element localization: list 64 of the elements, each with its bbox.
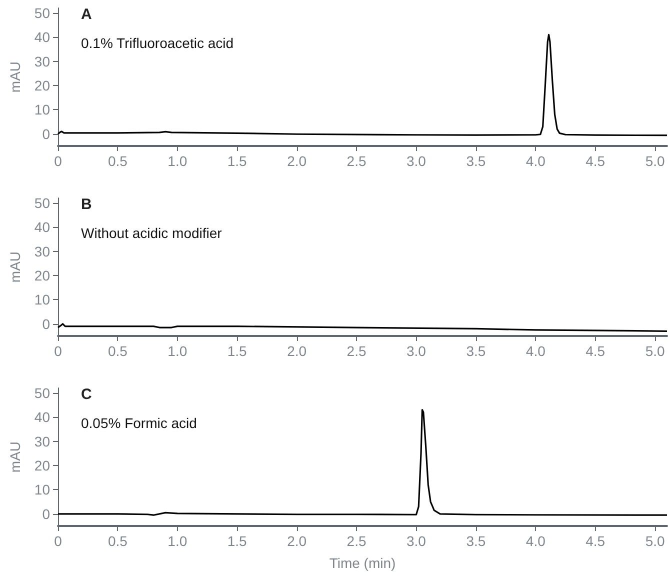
x-tick-label: 5.0 [645, 533, 665, 549]
y-tick-label: 10 [34, 482, 50, 498]
x-tick-label: 3.0 [406, 343, 426, 359]
x-tick-label: 4.0 [526, 533, 546, 549]
x-tick-label: 2.0 [287, 153, 307, 169]
y-tick-label: 30 [34, 53, 50, 70]
line-series [57, 408, 668, 516]
y-tick-label: 20 [34, 77, 50, 94]
y-tick-label: 40 [34, 219, 50, 236]
text: 0.1% Trifluoroacetic acid [81, 35, 234, 51]
y-tick-label: 40 [34, 29, 50, 46]
y-tick-label: 10 [34, 292, 50, 308]
x-tick-label: 3.5 [466, 153, 486, 169]
chart-title: C [81, 386, 92, 403]
x-tick-label: 1.5 [227, 533, 248, 549]
line-series [57, 34, 668, 136]
x-tick-label: 0.5 [108, 153, 128, 169]
x-tick-label: 0 [54, 153, 62, 169]
x-tick-label: 2.5 [346, 533, 366, 549]
y-tick-label: 0 [42, 126, 50, 142]
y-tick-label: 0 [42, 316, 50, 332]
y-axis-title: mAU [7, 61, 23, 93]
x-tick-label: 5.0 [645, 153, 665, 169]
x-tick-label: 2.0 [287, 343, 307, 359]
y-tick-label: 30 [34, 433, 50, 450]
y-tick-label: 20 [34, 457, 50, 474]
x-tick-label: 5.0 [645, 343, 665, 359]
x-tick-label: 2.5 [346, 343, 366, 359]
x-tick-label: 4.5 [586, 533, 606, 549]
x-axis-title: Time (min) [329, 555, 396, 571]
x-tick-label: 0 [54, 533, 62, 549]
x-tick-label: 1.0 [168, 343, 188, 359]
x-tick-label: 1.0 [168, 153, 188, 169]
y-tick-label: 50 [34, 384, 50, 401]
line-series [57, 323, 668, 332]
y-tick-label: 50 [34, 4, 50, 21]
y-tick-label: 0 [42, 506, 50, 522]
y-axis-title: mAU [7, 441, 23, 473]
y-axis-title: mAU [7, 251, 23, 283]
x-tick-label: 0.5 [108, 343, 128, 359]
x-tick-label: 3.5 [466, 533, 486, 549]
chart-title: A [81, 6, 92, 23]
x-tick-label: 4.0 [526, 153, 546, 169]
x-tick-label: 3.0 [406, 153, 426, 169]
chart-title: B [81, 196, 92, 213]
y-tick-label: 30 [34, 243, 50, 260]
text: 0.05% Formic acid [81, 415, 197, 431]
x-tick-label: 3.5 [466, 343, 486, 359]
x-tick-label: 1.5 [227, 343, 248, 359]
x-tick-label: 2.5 [346, 153, 366, 169]
x-tick-label: 3.0 [406, 533, 426, 549]
text: Without acidic modifier [81, 225, 222, 241]
y-tick-label: 20 [34, 267, 50, 284]
y-tick-label: 10 [34, 102, 50, 118]
x-tick-label: 1.5 [227, 153, 248, 169]
x-tick-label: 2.0 [287, 533, 307, 549]
x-tick-label: 4.5 [586, 343, 606, 359]
x-tick-label: 1.0 [168, 533, 188, 549]
y-tick-label: 50 [34, 194, 50, 211]
x-tick-label: 4.0 [526, 343, 546, 359]
y-tick-label: 40 [34, 409, 50, 426]
x-tick-label: 4.5 [586, 153, 606, 169]
x-tick-label: 0 [54, 343, 62, 359]
x-tick-label: 0.5 [108, 533, 128, 549]
